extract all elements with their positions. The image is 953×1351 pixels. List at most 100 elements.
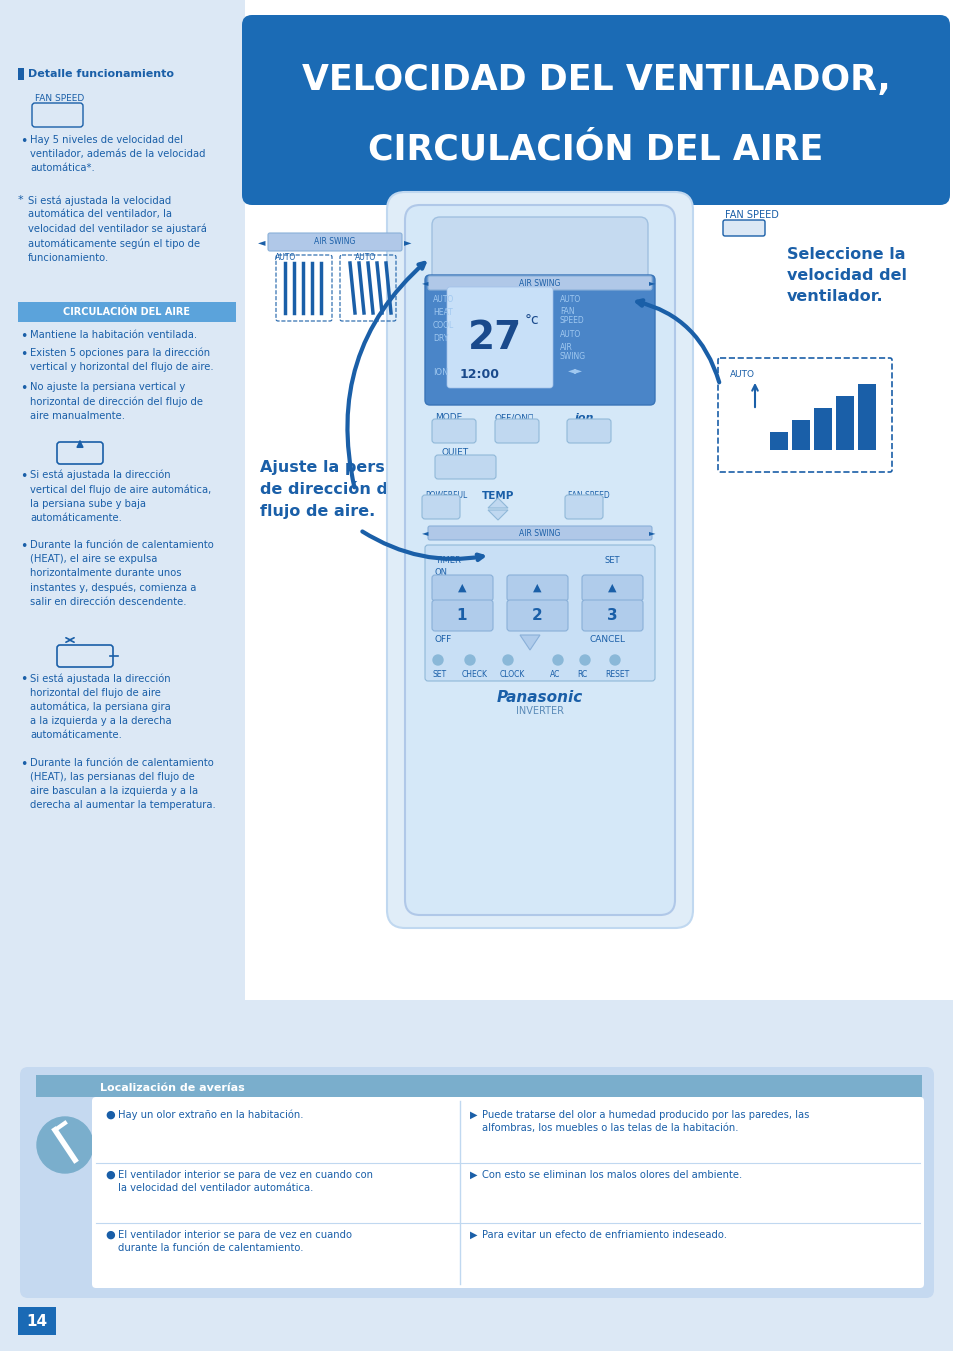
Text: HEAT: HEAT bbox=[433, 308, 453, 317]
FancyBboxPatch shape bbox=[245, 0, 953, 1000]
Text: *: * bbox=[18, 195, 24, 205]
Text: SET: SET bbox=[433, 670, 447, 680]
Text: •: • bbox=[20, 349, 28, 361]
Text: 27: 27 bbox=[467, 319, 521, 357]
Text: ▶: ▶ bbox=[470, 1229, 477, 1240]
Text: ▶: ▶ bbox=[470, 1111, 477, 1120]
Text: CHECK: CHECK bbox=[461, 670, 488, 680]
FancyBboxPatch shape bbox=[57, 442, 103, 463]
Text: ▲: ▲ bbox=[607, 584, 616, 593]
Text: •: • bbox=[20, 758, 28, 771]
FancyBboxPatch shape bbox=[791, 420, 809, 450]
Text: RESET: RESET bbox=[604, 670, 629, 680]
Text: VELOCIDAD DEL VENTILADOR,: VELOCIDAD DEL VENTILADOR, bbox=[301, 63, 889, 97]
FancyBboxPatch shape bbox=[57, 644, 112, 667]
Text: SWING: SWING bbox=[559, 353, 585, 361]
FancyBboxPatch shape bbox=[18, 68, 24, 80]
FancyBboxPatch shape bbox=[242, 15, 949, 205]
FancyBboxPatch shape bbox=[506, 576, 567, 601]
Text: Si está ajustada la dirección
horizontal del flujo de aire
automática, la persia: Si está ajustada la dirección horizontal… bbox=[30, 673, 172, 740]
Text: ►: ► bbox=[404, 236, 412, 247]
Text: •: • bbox=[20, 330, 28, 343]
Text: 1: 1 bbox=[456, 608, 467, 623]
FancyBboxPatch shape bbox=[432, 600, 493, 631]
FancyBboxPatch shape bbox=[428, 276, 651, 290]
Text: •: • bbox=[20, 382, 28, 394]
Text: Mantiene la habitación ventilada.: Mantiene la habitación ventilada. bbox=[30, 330, 197, 340]
Text: •: • bbox=[20, 135, 28, 149]
Text: ▲: ▲ bbox=[457, 584, 466, 593]
FancyBboxPatch shape bbox=[769, 432, 787, 450]
Circle shape bbox=[502, 655, 513, 665]
FancyBboxPatch shape bbox=[432, 576, 493, 601]
Circle shape bbox=[609, 655, 619, 665]
Text: INVERTER: INVERTER bbox=[516, 707, 563, 716]
Text: AUTO: AUTO bbox=[559, 330, 580, 339]
Text: AUTO: AUTO bbox=[433, 295, 454, 304]
Text: 14: 14 bbox=[27, 1313, 48, 1328]
Text: •: • bbox=[20, 470, 28, 484]
Text: OFF/ONⓘ: OFF/ONⓘ bbox=[495, 413, 534, 423]
FancyBboxPatch shape bbox=[435, 455, 496, 480]
FancyBboxPatch shape bbox=[506, 600, 567, 631]
Text: ◄: ◄ bbox=[421, 528, 428, 538]
Text: ●: ● bbox=[105, 1229, 114, 1240]
Text: Ajuste la persiana
de dirección del
flujo de aire.: Ajuste la persiana de dirección del fluj… bbox=[260, 459, 423, 519]
Text: ION: ION bbox=[433, 367, 448, 377]
Text: AIR SWING: AIR SWING bbox=[518, 278, 560, 288]
Text: SPEED: SPEED bbox=[559, 316, 584, 326]
Text: AIR SWING: AIR SWING bbox=[518, 528, 560, 538]
Text: AUTO: AUTO bbox=[729, 370, 754, 380]
Text: •: • bbox=[20, 673, 28, 686]
Text: ion: ion bbox=[575, 413, 594, 423]
Text: Hay 5 niveles de velocidad del
ventilador, además de la velocidad
automática*.: Hay 5 niveles de velocidad del ventilado… bbox=[30, 135, 205, 173]
Text: POWERFUL: POWERFUL bbox=[424, 492, 467, 500]
Text: FAN SPEED: FAN SPEED bbox=[724, 209, 778, 220]
Text: SET: SET bbox=[604, 557, 619, 565]
FancyBboxPatch shape bbox=[424, 544, 655, 681]
Polygon shape bbox=[488, 509, 507, 520]
Text: ▶: ▶ bbox=[470, 1170, 477, 1179]
Text: AUTO: AUTO bbox=[559, 295, 580, 304]
Text: ●: ● bbox=[105, 1111, 114, 1120]
FancyBboxPatch shape bbox=[813, 408, 831, 450]
Text: ●: ● bbox=[105, 1170, 114, 1179]
Text: 3: 3 bbox=[606, 608, 617, 623]
FancyBboxPatch shape bbox=[387, 192, 692, 928]
Text: °c: °c bbox=[524, 313, 539, 327]
FancyBboxPatch shape bbox=[405, 205, 675, 915]
Text: ◄►: ◄► bbox=[567, 365, 582, 376]
Text: CIRCULACIÓN DEL AIRE: CIRCULACIÓN DEL AIRE bbox=[368, 132, 822, 168]
FancyBboxPatch shape bbox=[432, 218, 647, 282]
Circle shape bbox=[464, 655, 475, 665]
Polygon shape bbox=[519, 635, 539, 650]
Circle shape bbox=[37, 1117, 92, 1173]
FancyBboxPatch shape bbox=[447, 286, 553, 388]
Circle shape bbox=[553, 655, 562, 665]
FancyBboxPatch shape bbox=[268, 232, 401, 251]
FancyBboxPatch shape bbox=[564, 494, 602, 519]
Text: FAN SPEED: FAN SPEED bbox=[35, 95, 84, 103]
Text: TEMP: TEMP bbox=[481, 490, 514, 501]
FancyBboxPatch shape bbox=[722, 220, 764, 236]
Text: 12:00: 12:00 bbox=[459, 367, 499, 381]
FancyBboxPatch shape bbox=[424, 276, 655, 405]
FancyBboxPatch shape bbox=[32, 103, 83, 127]
Text: FAN SPEED: FAN SPEED bbox=[567, 492, 609, 500]
Circle shape bbox=[433, 655, 442, 665]
Text: FAN: FAN bbox=[559, 307, 574, 316]
Text: COOL: COOL bbox=[433, 322, 454, 330]
Text: CIRCULACIÓN DEL AIRE: CIRCULACIÓN DEL AIRE bbox=[64, 307, 191, 317]
Text: ▲: ▲ bbox=[532, 584, 540, 593]
Text: CANCEL: CANCEL bbox=[589, 635, 625, 644]
Text: Hay un olor extraño en la habitación.: Hay un olor extraño en la habitación. bbox=[118, 1111, 303, 1120]
Text: ◄: ◄ bbox=[421, 278, 428, 288]
Circle shape bbox=[579, 655, 589, 665]
Text: AIR: AIR bbox=[559, 343, 572, 353]
Text: QUIET: QUIET bbox=[441, 449, 469, 457]
Text: Para evitar un efecto de enfriamiento indeseado.: Para evitar un efecto de enfriamiento in… bbox=[481, 1229, 726, 1240]
Text: Panasonic: Panasonic bbox=[497, 690, 582, 705]
FancyBboxPatch shape bbox=[566, 419, 610, 443]
Text: El ventilador interior se para de vez en cuando
durante la función de calentamie: El ventilador interior se para de vez en… bbox=[118, 1229, 352, 1254]
Text: Existen 5 opciones para la dirección
vertical y horizontal del flujo de aire.: Existen 5 opciones para la dirección ver… bbox=[30, 349, 213, 373]
